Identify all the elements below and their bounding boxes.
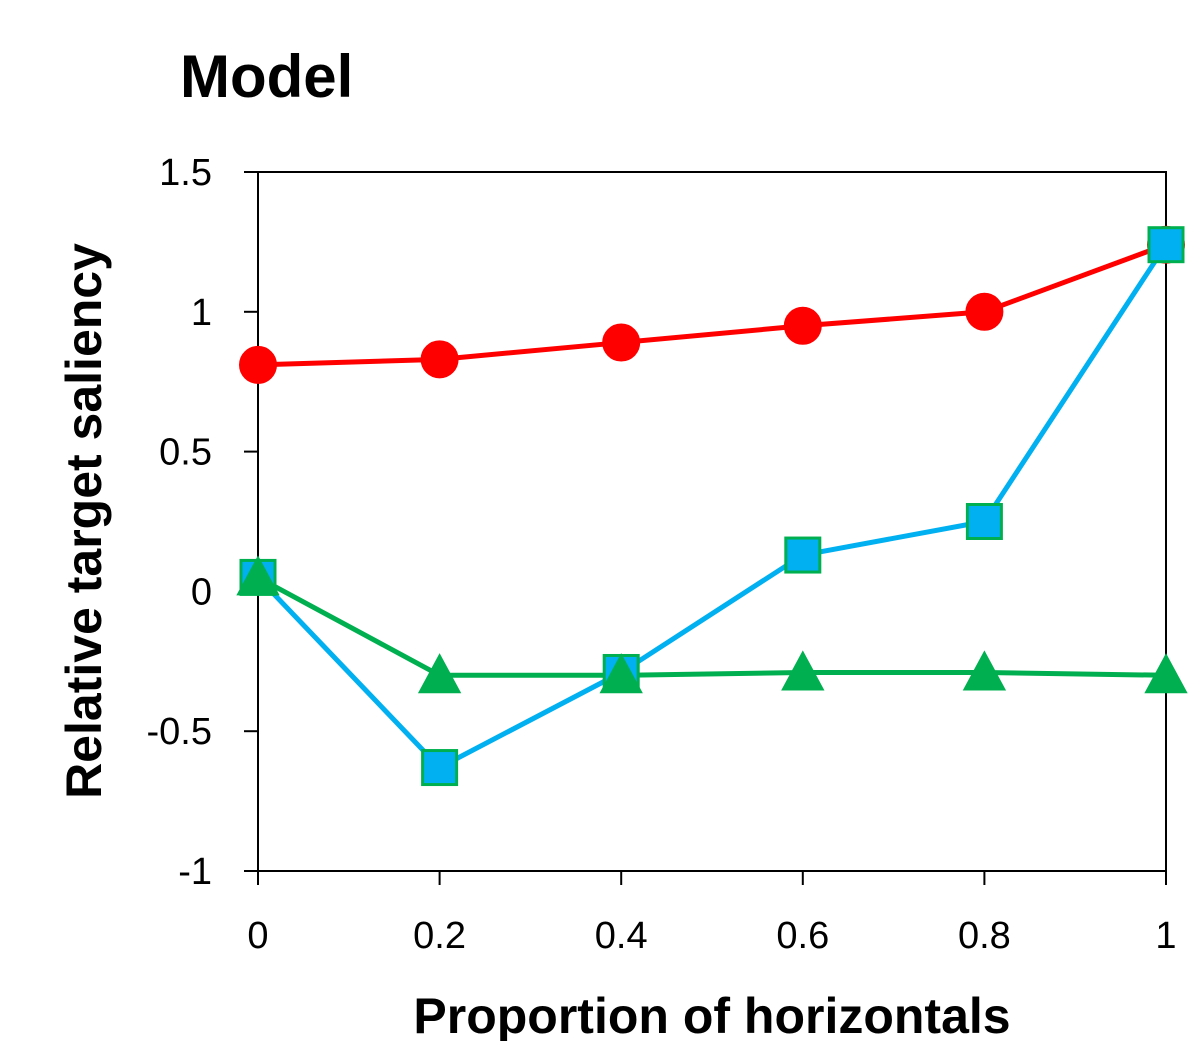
y-tick-label: 0.5	[159, 432, 212, 474]
x-tick-label: 1	[1155, 915, 1176, 957]
y-axis-title: Relative target saliency	[56, 243, 112, 799]
y-tick-label: -0.5	[147, 711, 212, 753]
square-point	[784, 536, 822, 574]
triangle-point	[962, 650, 1007, 691]
triangle-point	[599, 653, 643, 694]
circle-point	[783, 306, 822, 345]
y-tick-label: -1	[178, 851, 212, 893]
y-tick-label: 0	[191, 571, 212, 613]
plot-frame	[257, 171, 1167, 872]
triangle-point	[1144, 653, 1188, 694]
x-tick-label: 0.6	[776, 915, 829, 957]
circle-point	[239, 345, 277, 384]
x-tick-label: 0.8	[958, 915, 1011, 957]
y-tick-label: 1	[191, 292, 212, 334]
series-line-square	[256, 243, 1169, 771]
x-tick-label: 0.2	[413, 915, 466, 957]
square-point	[965, 503, 1003, 540]
circle-point	[965, 292, 1004, 331]
chart-title: Model	[180, 43, 353, 110]
triangle-point	[417, 653, 462, 694]
y-tick-label: 1.5	[159, 152, 212, 194]
circle-point	[420, 340, 459, 379]
series-layer	[236, 225, 1188, 787]
series-line-circle	[257, 242, 1167, 368]
triangle-point	[236, 555, 280, 596]
x-axis-title: Proportion of horizontals	[413, 988, 1010, 1041]
square-point	[1147, 226, 1185, 264]
plot-area	[257, 171, 1167, 872]
triangle-point	[781, 650, 825, 691]
x-tick-label: 0	[247, 915, 268, 957]
square-point	[421, 749, 459, 787]
circle-point	[602, 323, 641, 362]
axis-ticks: -1 -0.5 0 0.5 1 1.5 0 0.2 0.4 0.6 0.8 1	[147, 152, 1177, 957]
x-tick-label: 0.4	[595, 915, 648, 957]
series-line-triangle	[256, 575, 1167, 678]
